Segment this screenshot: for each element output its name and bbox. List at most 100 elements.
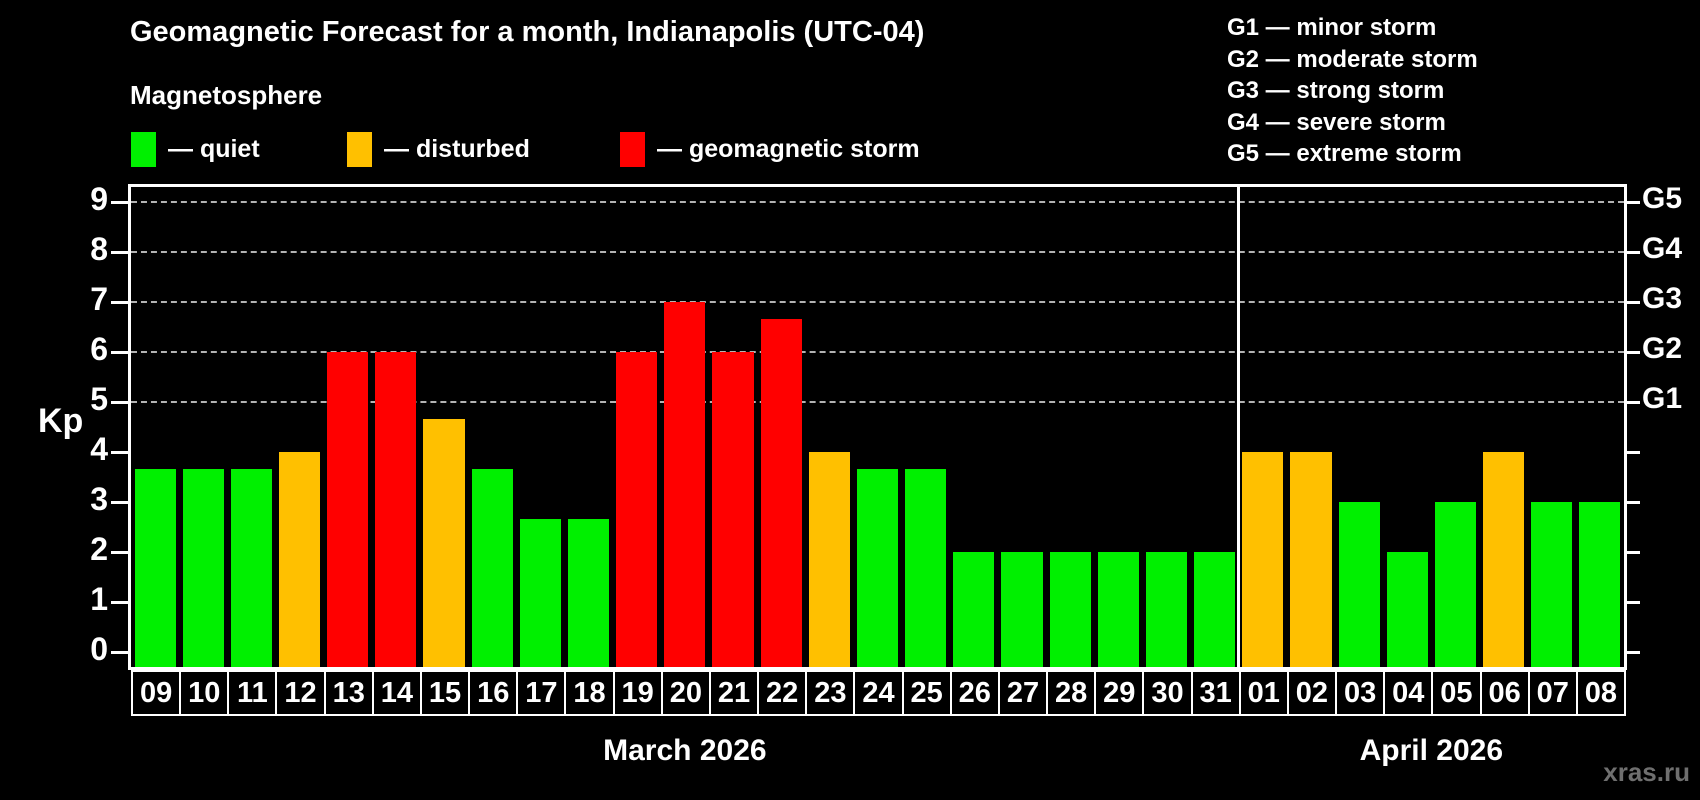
- g-scale-line: G1 — minor storm: [1227, 14, 1437, 41]
- y-tick: [111, 451, 130, 454]
- grid-line: [131, 401, 1624, 403]
- y-tick: [1626, 501, 1640, 504]
- y-tick: [1626, 301, 1640, 304]
- y-tick-label: 7: [90, 281, 108, 317]
- day-cell: 15: [419, 670, 471, 716]
- bar: [808, 452, 850, 667]
- bar: [567, 518, 610, 667]
- g-scale-line: G3 — strong storm: [1227, 77, 1445, 105]
- y-tick: [111, 201, 130, 204]
- day-cell: 23: [805, 670, 856, 716]
- y-tick: [111, 401, 130, 404]
- plot-area: [131, 187, 1624, 667]
- y-tick-label: 1: [90, 581, 108, 617]
- bar: [905, 468, 947, 667]
- y-tick: [111, 501, 130, 504]
- bar: [471, 468, 513, 667]
- y-tick: [1626, 351, 1640, 354]
- bar: [519, 518, 561, 667]
- bar: [230, 468, 272, 667]
- month-label: April 2026: [1359, 734, 1504, 767]
- bar: [1483, 452, 1525, 667]
- bar: [953, 552, 995, 667]
- day-cell: 09: [131, 670, 182, 716]
- day-cell: 02: [1286, 670, 1338, 716]
- y-tick: [1626, 201, 1640, 204]
- grid-line: [131, 301, 1624, 303]
- month-separator: [1237, 187, 1241, 667]
- day-cell: 27: [997, 670, 1049, 716]
- day-cell: 19: [612, 670, 663, 716]
- y-tick-label: 3: [90, 481, 108, 517]
- grid-line: [131, 201, 1624, 203]
- legend-item-storm: — geomagnetic storm: [620, 131, 920, 167]
- storm-swatch-icon: [620, 131, 645, 167]
- disturbed-swatch-icon: [347, 131, 372, 167]
- g-scale-line: G4 — severe storm: [1227, 108, 1446, 136]
- bar: [856, 468, 899, 667]
- y-tick: [111, 251, 130, 254]
- y-tick: [111, 601, 130, 604]
- month-label: March 2026: [603, 734, 767, 767]
- day-cell: 14: [371, 670, 422, 716]
- day-cell: 06: [1479, 670, 1530, 716]
- plot-frame: [128, 184, 1627, 670]
- y-tick-label: 8: [90, 231, 108, 267]
- y-tick-label: 5: [90, 381, 108, 417]
- bar: [760, 318, 802, 667]
- y-tick: [111, 551, 130, 554]
- grid-line: [131, 351, 1624, 353]
- legend-label-storm: — geomagnetic storm: [657, 134, 920, 163]
- day-cell: 24: [853, 670, 904, 716]
- y-tick-label: 2: [90, 531, 108, 567]
- bar: [1386, 552, 1428, 667]
- watermark: xras.ru: [1603, 757, 1690, 787]
- bar: [1531, 502, 1573, 667]
- legend-label-disturbed: — disturbed: [384, 134, 530, 163]
- bar: [423, 418, 465, 667]
- magnetosphere-subtitle: Magnetosphere: [130, 80, 323, 110]
- y-tick: [1626, 601, 1640, 604]
- y-tick: [1626, 251, 1640, 254]
- y-tick: [1626, 451, 1640, 454]
- day-cell: 28: [1046, 670, 1097, 716]
- g-axis-label: G5: [1642, 182, 1683, 215]
- y-tick-label: 4: [90, 431, 108, 467]
- day-cell: 05: [1431, 670, 1482, 716]
- legend-label-quiet: — quiet: [168, 134, 260, 163]
- y-tick: [1626, 651, 1640, 654]
- bar: [134, 468, 176, 667]
- bar: [327, 352, 369, 667]
- grid-line: [131, 251, 1624, 253]
- g-scale-line: G5 — extreme storm: [1227, 140, 1462, 168]
- day-cell: 16: [468, 670, 519, 716]
- y-tick-label: 0: [90, 631, 108, 667]
- y-tick: [111, 351, 130, 354]
- day-cell: 17: [516, 670, 567, 716]
- bar: [1579, 502, 1621, 667]
- g-axis-label: G1: [1642, 382, 1683, 415]
- day-cell: 04: [1383, 670, 1434, 716]
- bar: [1049, 552, 1091, 667]
- g-scale-legend: G1 — minor storm G2 — moderate storm G3 …: [1227, 12, 1478, 170]
- bar: [664, 302, 706, 667]
- y-tick: [111, 651, 130, 654]
- legend-item-disturbed: — disturbed: [347, 131, 530, 167]
- y-tick-label: 9: [90, 181, 108, 217]
- day-cell: 01: [1238, 670, 1289, 716]
- bar: [375, 352, 417, 667]
- day-cell: 03: [1335, 670, 1386, 716]
- bar: [712, 352, 754, 667]
- day-cell: 12: [275, 670, 326, 716]
- day-cell: 29: [1094, 670, 1145, 716]
- day-cell: 13: [323, 670, 374, 716]
- quiet-swatch-icon: [131, 131, 156, 167]
- bar: [1145, 552, 1188, 667]
- day-axis-row: 09 10 11 12 13 14 15 16 17 18 19 20 21 22 23 24 25 26 27 28…: [131, 670, 1626, 716]
- bar: [1434, 502, 1476, 667]
- g-axis-label: G4: [1642, 232, 1683, 265]
- day-cell: 07: [1527, 670, 1578, 716]
- g-axis-label: G3: [1642, 282, 1683, 315]
- kp-axis-title: Kp: [38, 402, 84, 440]
